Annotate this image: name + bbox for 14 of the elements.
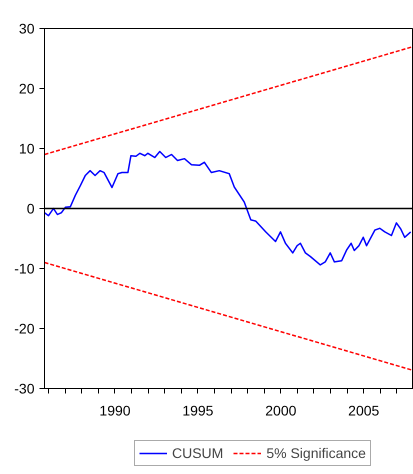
x-tick-label: 1995: [182, 402, 214, 418]
legend-label: 5% Significance: [266, 445, 366, 461]
line-series: [44, 150, 412, 266]
x-tick-label: 2005: [348, 402, 380, 418]
y-tick-label: 20: [18, 80, 35, 96]
y-tick-label: 0: [26, 200, 35, 216]
y-tick-label: -20: [14, 320, 35, 336]
y-tick-label: 30: [18, 20, 35, 36]
y-tick-label: -30: [14, 380, 35, 396]
y-tick-label: -10: [14, 260, 35, 276]
x-tick-label: 1990: [99, 402, 131, 418]
y-tick-label: 10: [18, 140, 35, 156]
x-tick-label: 2000: [265, 402, 297, 418]
legend-label: CUSUM: [172, 445, 224, 461]
